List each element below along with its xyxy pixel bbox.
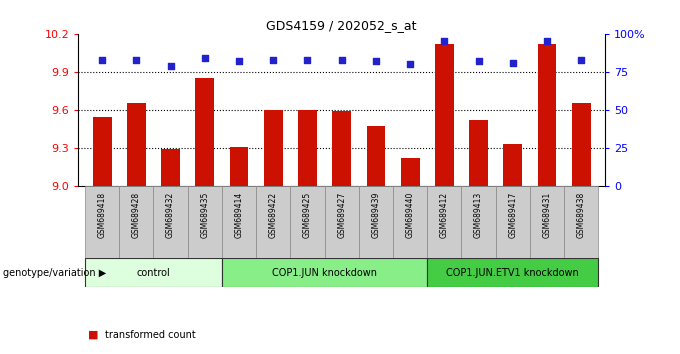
- Bar: [367, 126, 386, 186]
- Text: GSM689435: GSM689435: [201, 192, 209, 238]
- Text: GSM689432: GSM689432: [166, 192, 175, 238]
- Bar: [572, 103, 591, 186]
- Text: ■: ■: [88, 330, 99, 339]
- Bar: [188, 186, 222, 258]
- Bar: [435, 44, 454, 186]
- Text: GSM689438: GSM689438: [577, 192, 585, 238]
- Bar: [401, 158, 420, 186]
- Text: GSM689431: GSM689431: [543, 192, 551, 238]
- Bar: [496, 186, 530, 258]
- Bar: [538, 44, 556, 186]
- Bar: [324, 186, 359, 258]
- Text: GSM689439: GSM689439: [371, 192, 380, 238]
- Bar: [230, 147, 248, 186]
- Bar: [222, 258, 427, 287]
- Bar: [154, 186, 188, 258]
- Point: [337, 57, 347, 62]
- Text: transformed count: transformed count: [105, 330, 196, 339]
- Bar: [222, 186, 256, 258]
- Bar: [92, 118, 112, 186]
- Bar: [462, 186, 496, 258]
- Point: [439, 38, 449, 44]
- Text: GSM689413: GSM689413: [474, 192, 483, 238]
- Bar: [469, 120, 488, 186]
- Point: [473, 58, 484, 64]
- Point: [507, 60, 518, 65]
- Point: [131, 57, 142, 62]
- Point: [576, 57, 587, 62]
- Bar: [256, 186, 290, 258]
- Bar: [290, 186, 324, 258]
- Bar: [564, 186, 598, 258]
- Bar: [195, 78, 214, 186]
- Bar: [427, 186, 462, 258]
- Text: GSM689414: GSM689414: [235, 192, 243, 238]
- Text: COP1.JUN.ETV1 knockdown: COP1.JUN.ETV1 knockdown: [447, 268, 579, 278]
- Bar: [530, 186, 564, 258]
- Point: [199, 55, 210, 61]
- Text: GSM689425: GSM689425: [303, 192, 312, 238]
- Bar: [85, 258, 222, 287]
- Text: GSM689428: GSM689428: [132, 192, 141, 238]
- Bar: [127, 103, 146, 186]
- Point: [268, 57, 279, 62]
- Bar: [85, 186, 119, 258]
- Text: COP1.JUN knockdown: COP1.JUN knockdown: [272, 268, 377, 278]
- Bar: [359, 186, 393, 258]
- Bar: [161, 149, 180, 186]
- Point: [165, 63, 176, 68]
- Point: [97, 57, 107, 62]
- Text: GSM689412: GSM689412: [440, 192, 449, 238]
- Point: [234, 58, 245, 64]
- Text: GSM689440: GSM689440: [406, 192, 415, 238]
- Point: [371, 58, 381, 64]
- Bar: [298, 110, 317, 186]
- Point: [541, 38, 552, 44]
- Text: genotype/variation ▶: genotype/variation ▶: [3, 268, 107, 278]
- Text: GSM689427: GSM689427: [337, 192, 346, 238]
- Bar: [503, 144, 522, 186]
- Title: GDS4159 / 202052_s_at: GDS4159 / 202052_s_at: [267, 19, 417, 33]
- Bar: [119, 186, 154, 258]
- Bar: [393, 186, 427, 258]
- Text: GSM689422: GSM689422: [269, 192, 277, 238]
- Bar: [427, 258, 598, 287]
- Text: control: control: [137, 268, 171, 278]
- Bar: [264, 110, 283, 186]
- Bar: [333, 111, 351, 186]
- Point: [302, 57, 313, 62]
- Text: GSM689417: GSM689417: [509, 192, 517, 238]
- Point: [405, 61, 415, 67]
- Text: GSM689418: GSM689418: [98, 192, 107, 238]
